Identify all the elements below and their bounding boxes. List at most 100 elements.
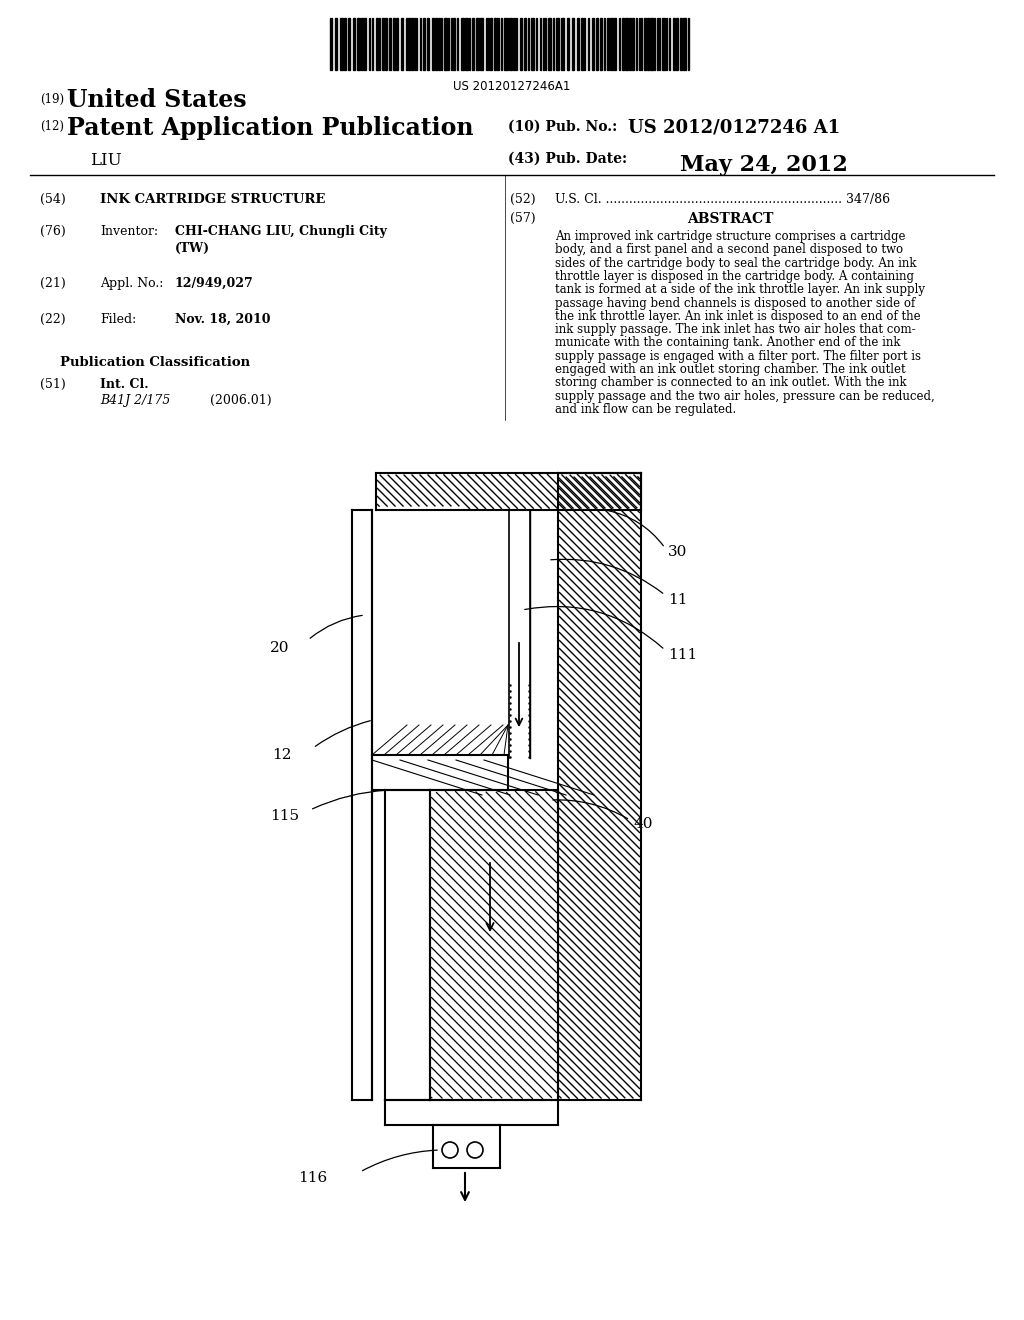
Text: CHI-CHANG LIU, Chungli City: CHI-CHANG LIU, Chungli City <box>175 224 387 238</box>
Text: Patent Application Publication: Patent Application Publication <box>67 116 473 140</box>
Text: 30: 30 <box>668 545 687 558</box>
Bar <box>673 18 675 70</box>
Bar <box>662 18 665 70</box>
Text: (76): (76) <box>40 224 66 238</box>
Bar <box>340 18 343 70</box>
Text: 115: 115 <box>270 809 299 822</box>
Text: (51): (51) <box>40 378 66 391</box>
Text: engaged with an ink outlet storing chamber. The ink outlet: engaged with an ink outlet storing chamb… <box>555 363 905 376</box>
Text: 11: 11 <box>668 593 687 607</box>
Text: United States: United States <box>67 88 247 112</box>
Bar <box>461 18 464 70</box>
Text: (21): (21) <box>40 277 66 290</box>
Bar <box>600 18 602 70</box>
Text: INK CARTRIDGE STRUCTURE: INK CARTRIDGE STRUCTURE <box>100 193 326 206</box>
Bar <box>572 18 574 70</box>
Text: tank is formed at a side of the ink throttle layer. An ink supply: tank is formed at a side of the ink thro… <box>555 284 925 296</box>
Bar <box>561 18 564 70</box>
Text: 12: 12 <box>272 748 292 762</box>
Circle shape <box>467 1142 483 1158</box>
Bar <box>596 18 598 70</box>
Bar <box>353 18 355 70</box>
Bar <box>504 18 507 70</box>
Text: 116: 116 <box>298 1171 328 1185</box>
Bar <box>510 18 512 70</box>
Bar <box>408 18 410 70</box>
Bar <box>357 18 360 70</box>
Text: passage having bend channels is disposed to another side of: passage having bend channels is disposed… <box>555 297 915 309</box>
Text: LIU: LIU <box>90 152 122 169</box>
Bar <box>465 18 468 70</box>
Bar <box>513 18 515 70</box>
Text: Int. Cl.: Int. Cl. <box>100 378 148 391</box>
Bar <box>676 18 678 70</box>
Text: 20: 20 <box>270 642 290 655</box>
Bar <box>650 18 653 70</box>
Bar <box>611 18 613 70</box>
Bar <box>625 18 628 70</box>
Text: Appl. No.:: Appl. No.: <box>100 277 164 290</box>
Bar <box>592 18 594 70</box>
Bar <box>520 18 522 70</box>
Bar <box>385 18 387 70</box>
Bar <box>330 18 332 70</box>
Bar <box>348 18 350 70</box>
Text: Filed:: Filed: <box>100 313 136 326</box>
Text: May 24, 2012: May 24, 2012 <box>680 154 848 176</box>
Bar <box>435 18 437 70</box>
Bar <box>411 18 413 70</box>
Text: (TW): (TW) <box>175 242 210 255</box>
Bar <box>490 18 492 70</box>
Bar <box>396 18 398 70</box>
Bar <box>476 18 479 70</box>
Bar <box>577 18 579 70</box>
Text: (2006.01): (2006.01) <box>210 393 271 407</box>
Text: supply passage and the two air holes, pressure can be reduced,: supply passage and the two air holes, pr… <box>555 389 935 403</box>
Text: the ink throttle layer. An ink inlet is disposed to an end of the: the ink throttle layer. An ink inlet is … <box>555 310 921 323</box>
Bar <box>344 18 346 70</box>
Bar <box>494 18 496 70</box>
Bar <box>480 18 483 70</box>
Text: (43) Pub. Date:: (43) Pub. Date: <box>508 152 627 166</box>
Text: B41J 2/175: B41J 2/175 <box>100 393 170 407</box>
Text: (52): (52) <box>510 193 536 206</box>
Bar <box>497 18 499 70</box>
Bar <box>647 18 649 70</box>
Bar <box>567 18 569 70</box>
Bar <box>432 18 434 70</box>
Text: Publication Classification: Publication Classification <box>60 356 250 370</box>
Text: storing chamber is connected to an ink outlet. With the ink: storing chamber is connected to an ink o… <box>555 376 906 389</box>
Bar <box>632 18 634 70</box>
Text: U.S. Cl. ............................................................. 347/86: U.S. Cl. ...............................… <box>555 193 890 206</box>
Text: throttle layer is disposed in the cartridge body. A containing: throttle layer is disposed in the cartri… <box>555 269 914 282</box>
Text: An improved ink cartridge structure comprises a cartridge: An improved ink cartridge structure comp… <box>555 230 905 243</box>
Bar <box>453 18 455 70</box>
Text: US 2012/0127246 A1: US 2012/0127246 A1 <box>628 117 840 136</box>
Text: (12): (12) <box>40 120 63 133</box>
Text: body, and a first panel and a second panel disposed to two: body, and a first panel and a second pan… <box>555 243 903 256</box>
Bar <box>382 18 384 70</box>
Text: Inventor:: Inventor: <box>100 224 158 238</box>
Bar <box>423 18 425 70</box>
Text: 12/949,027: 12/949,027 <box>175 277 254 290</box>
Bar <box>531 18 534 70</box>
Text: (10) Pub. No.:: (10) Pub. No.: <box>508 120 617 135</box>
Bar <box>438 18 440 70</box>
Text: (22): (22) <box>40 313 66 326</box>
Bar <box>556 18 559 70</box>
Bar <box>581 18 583 70</box>
Bar <box>622 18 624 70</box>
Text: US 20120127246A1: US 20120127246A1 <box>454 81 570 92</box>
Text: municate with the containing tank. Another end of the ink: municate with the containing tank. Anoth… <box>555 337 900 350</box>
Text: supply passage is engaged with a filter port. The filter port is: supply passage is engaged with a filter … <box>555 350 921 363</box>
Bar <box>614 18 616 70</box>
Bar <box>548 18 551 70</box>
Bar <box>361 18 362 70</box>
Text: ink supply passage. The ink inlet has two air holes that com-: ink supply passage. The ink inlet has tw… <box>555 323 915 337</box>
Text: sides of the cartridge body to seal the cartridge body. An ink: sides of the cartridge body to seal the … <box>555 256 916 269</box>
Text: ABSTRACT: ABSTRACT <box>687 213 773 226</box>
Bar <box>389 18 391 70</box>
Bar <box>683 18 686 70</box>
Bar <box>629 18 631 70</box>
Text: 40: 40 <box>633 817 652 832</box>
